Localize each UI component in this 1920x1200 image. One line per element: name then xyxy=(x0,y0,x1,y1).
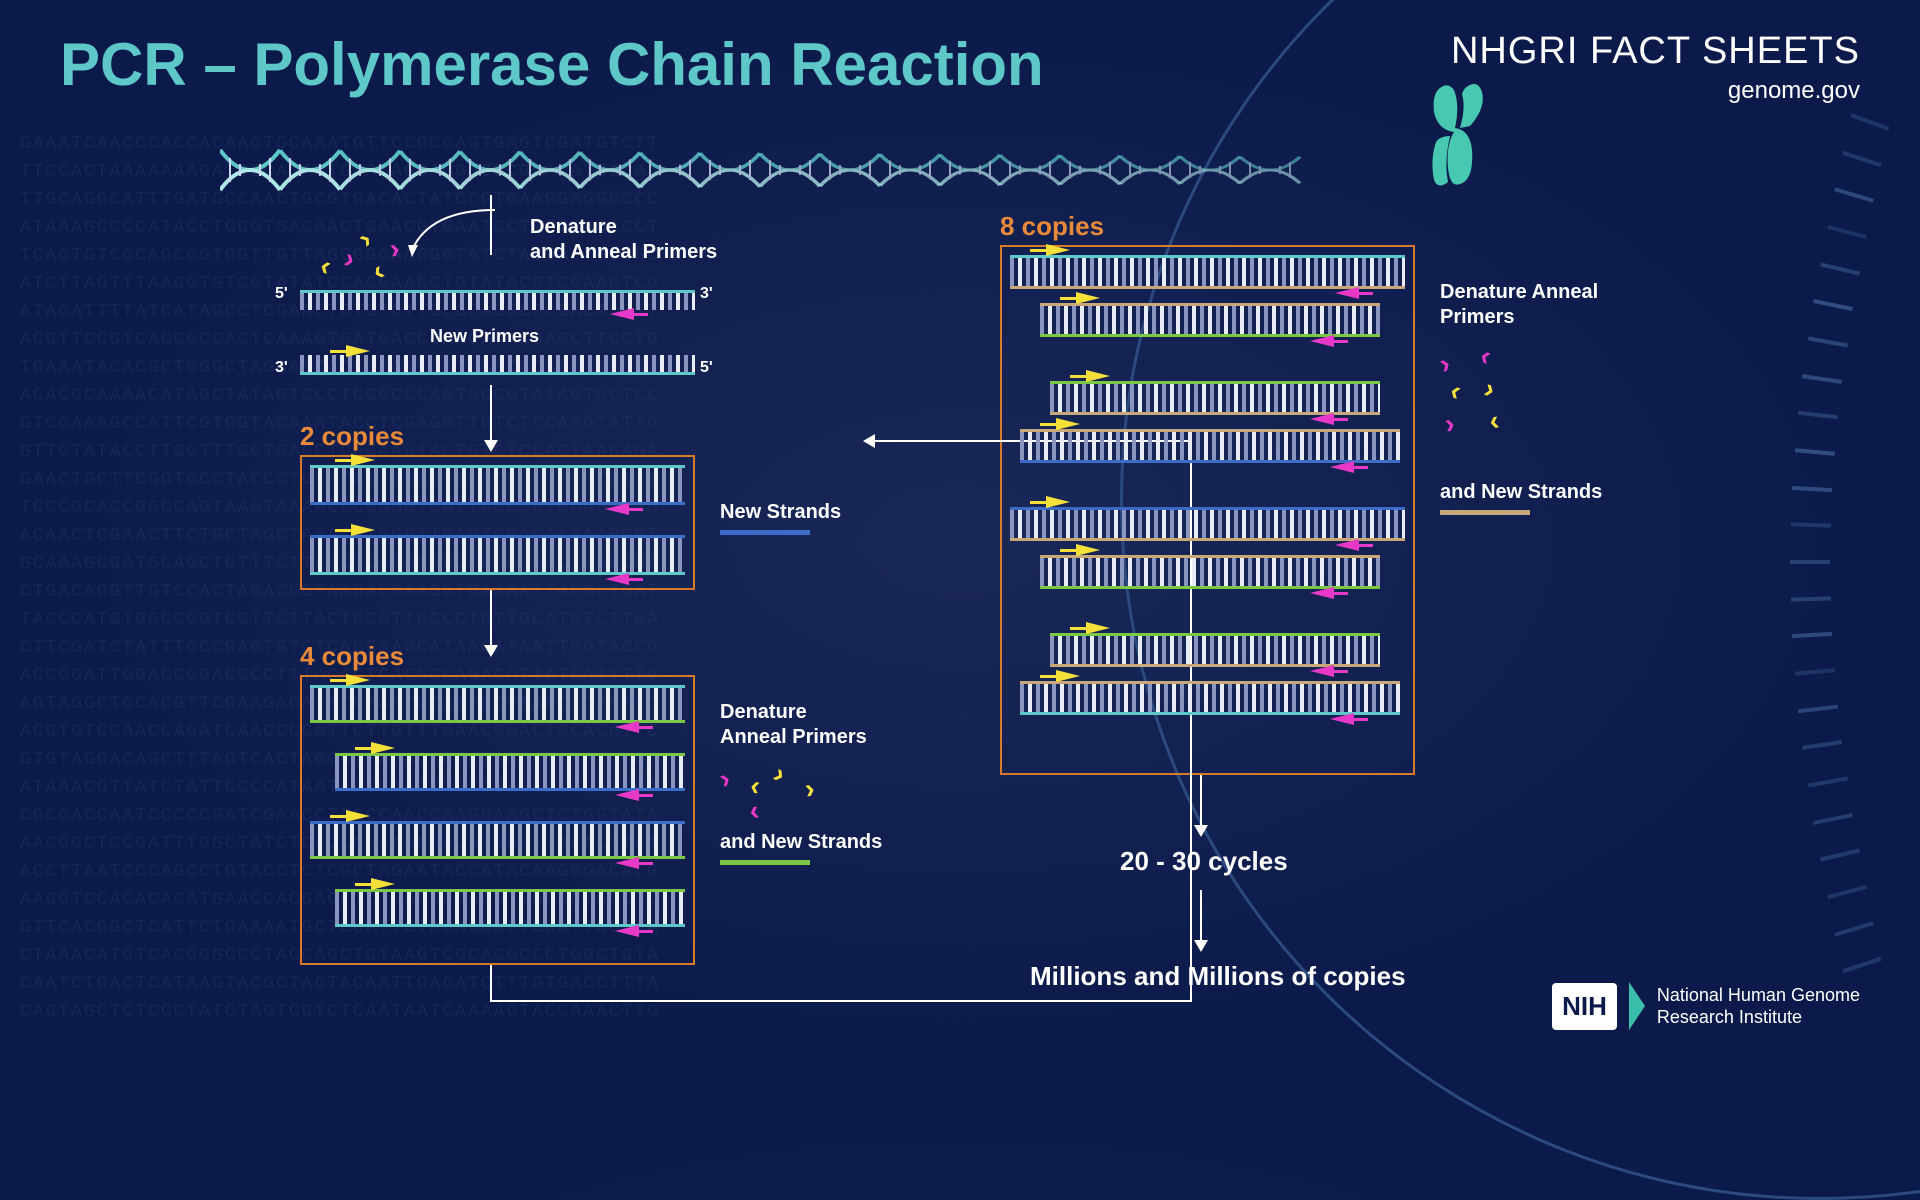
conn-h xyxy=(490,1000,1190,1002)
strand-2c-2 xyxy=(310,535,685,575)
primer-yellow-arrow xyxy=(346,345,370,357)
dna-strand xyxy=(1050,381,1380,415)
nih-chevron-icon xyxy=(1629,982,1645,1030)
dna-helix xyxy=(220,140,1320,200)
label-new-primers: New Primers xyxy=(430,325,539,348)
conn-v1 xyxy=(490,965,492,1000)
primer-magenta-arrow xyxy=(610,308,634,320)
fact-sheets-header: NHGRI FACT SHEETS genome.gov xyxy=(1451,30,1860,105)
p2c1ma xyxy=(605,503,629,515)
arrow-to-millions xyxy=(1200,890,1202,940)
fact-sheets-line1: NHGRI FACT SHEETS xyxy=(1451,30,1860,73)
swatch-tan xyxy=(1440,510,1530,515)
dna-strand xyxy=(1050,633,1380,667)
label-5prime-top: 5' xyxy=(275,284,288,304)
dna-strand xyxy=(1020,681,1400,715)
arrow-to-4copies xyxy=(490,590,492,645)
dna-strand xyxy=(310,821,685,859)
nih-badge: NIH xyxy=(1552,983,1617,1030)
fact-sheets-domain: genome.gov xyxy=(1451,77,1860,105)
label-denature: Denature and Anneal Primers xyxy=(530,215,717,265)
label-ans-8c: and New Strands xyxy=(1440,480,1602,505)
conn-arrowhead xyxy=(863,434,875,448)
nih-org-text: National Human Genome Research Institute xyxy=(1657,984,1860,1029)
dna-strand xyxy=(1010,507,1405,541)
label-2copies: 2 copies xyxy=(300,420,404,453)
page-title: PCR – Polymerase Chain Reaction xyxy=(60,30,1044,99)
label-3prime-bot: 3' xyxy=(275,358,288,378)
dna-strand xyxy=(1040,303,1380,337)
label-3prime-top: 3' xyxy=(700,284,713,304)
ss-top xyxy=(300,290,695,310)
label-5prime-bot: 5' xyxy=(700,358,713,378)
ss-bot xyxy=(300,355,695,375)
dna-strand xyxy=(310,685,685,723)
swatch-green xyxy=(720,860,810,865)
arrow-to-cycles xyxy=(1200,775,1202,825)
label-8copies: 8 copies xyxy=(1000,210,1104,243)
label-dap-4c: Denature Anneal Primers xyxy=(720,700,867,750)
p2c1ya xyxy=(351,454,375,466)
label-new-strands-2c: New Strands xyxy=(720,500,841,525)
dna-strand xyxy=(1040,555,1380,589)
p2c2ya xyxy=(351,524,375,536)
chromosome-icon xyxy=(1410,80,1500,190)
dna-strand xyxy=(335,889,685,927)
dna-strand xyxy=(1020,429,1400,463)
label-dap-8c: Denature Anneal Primers xyxy=(1440,280,1598,330)
label-millions: Millions and Millions of copies xyxy=(1030,960,1406,993)
label-cycles: 20 - 30 cycles xyxy=(1120,845,1288,878)
p2c2ma xyxy=(605,573,629,585)
nih-logo: NIH National Human Genome Research Insti… xyxy=(1552,982,1860,1030)
arc-dashes xyxy=(1690,120,1890,1020)
curved-arrow-icon xyxy=(400,205,520,260)
dna-strand xyxy=(1010,255,1405,289)
dna-strand xyxy=(335,753,685,791)
arrow-to-2copies xyxy=(490,385,492,440)
label-4copies: 4 copies xyxy=(300,640,404,673)
strand-2c-1 xyxy=(310,465,685,505)
swatch-blue xyxy=(720,530,810,535)
label-ans-4c: and New Strands xyxy=(720,830,882,855)
